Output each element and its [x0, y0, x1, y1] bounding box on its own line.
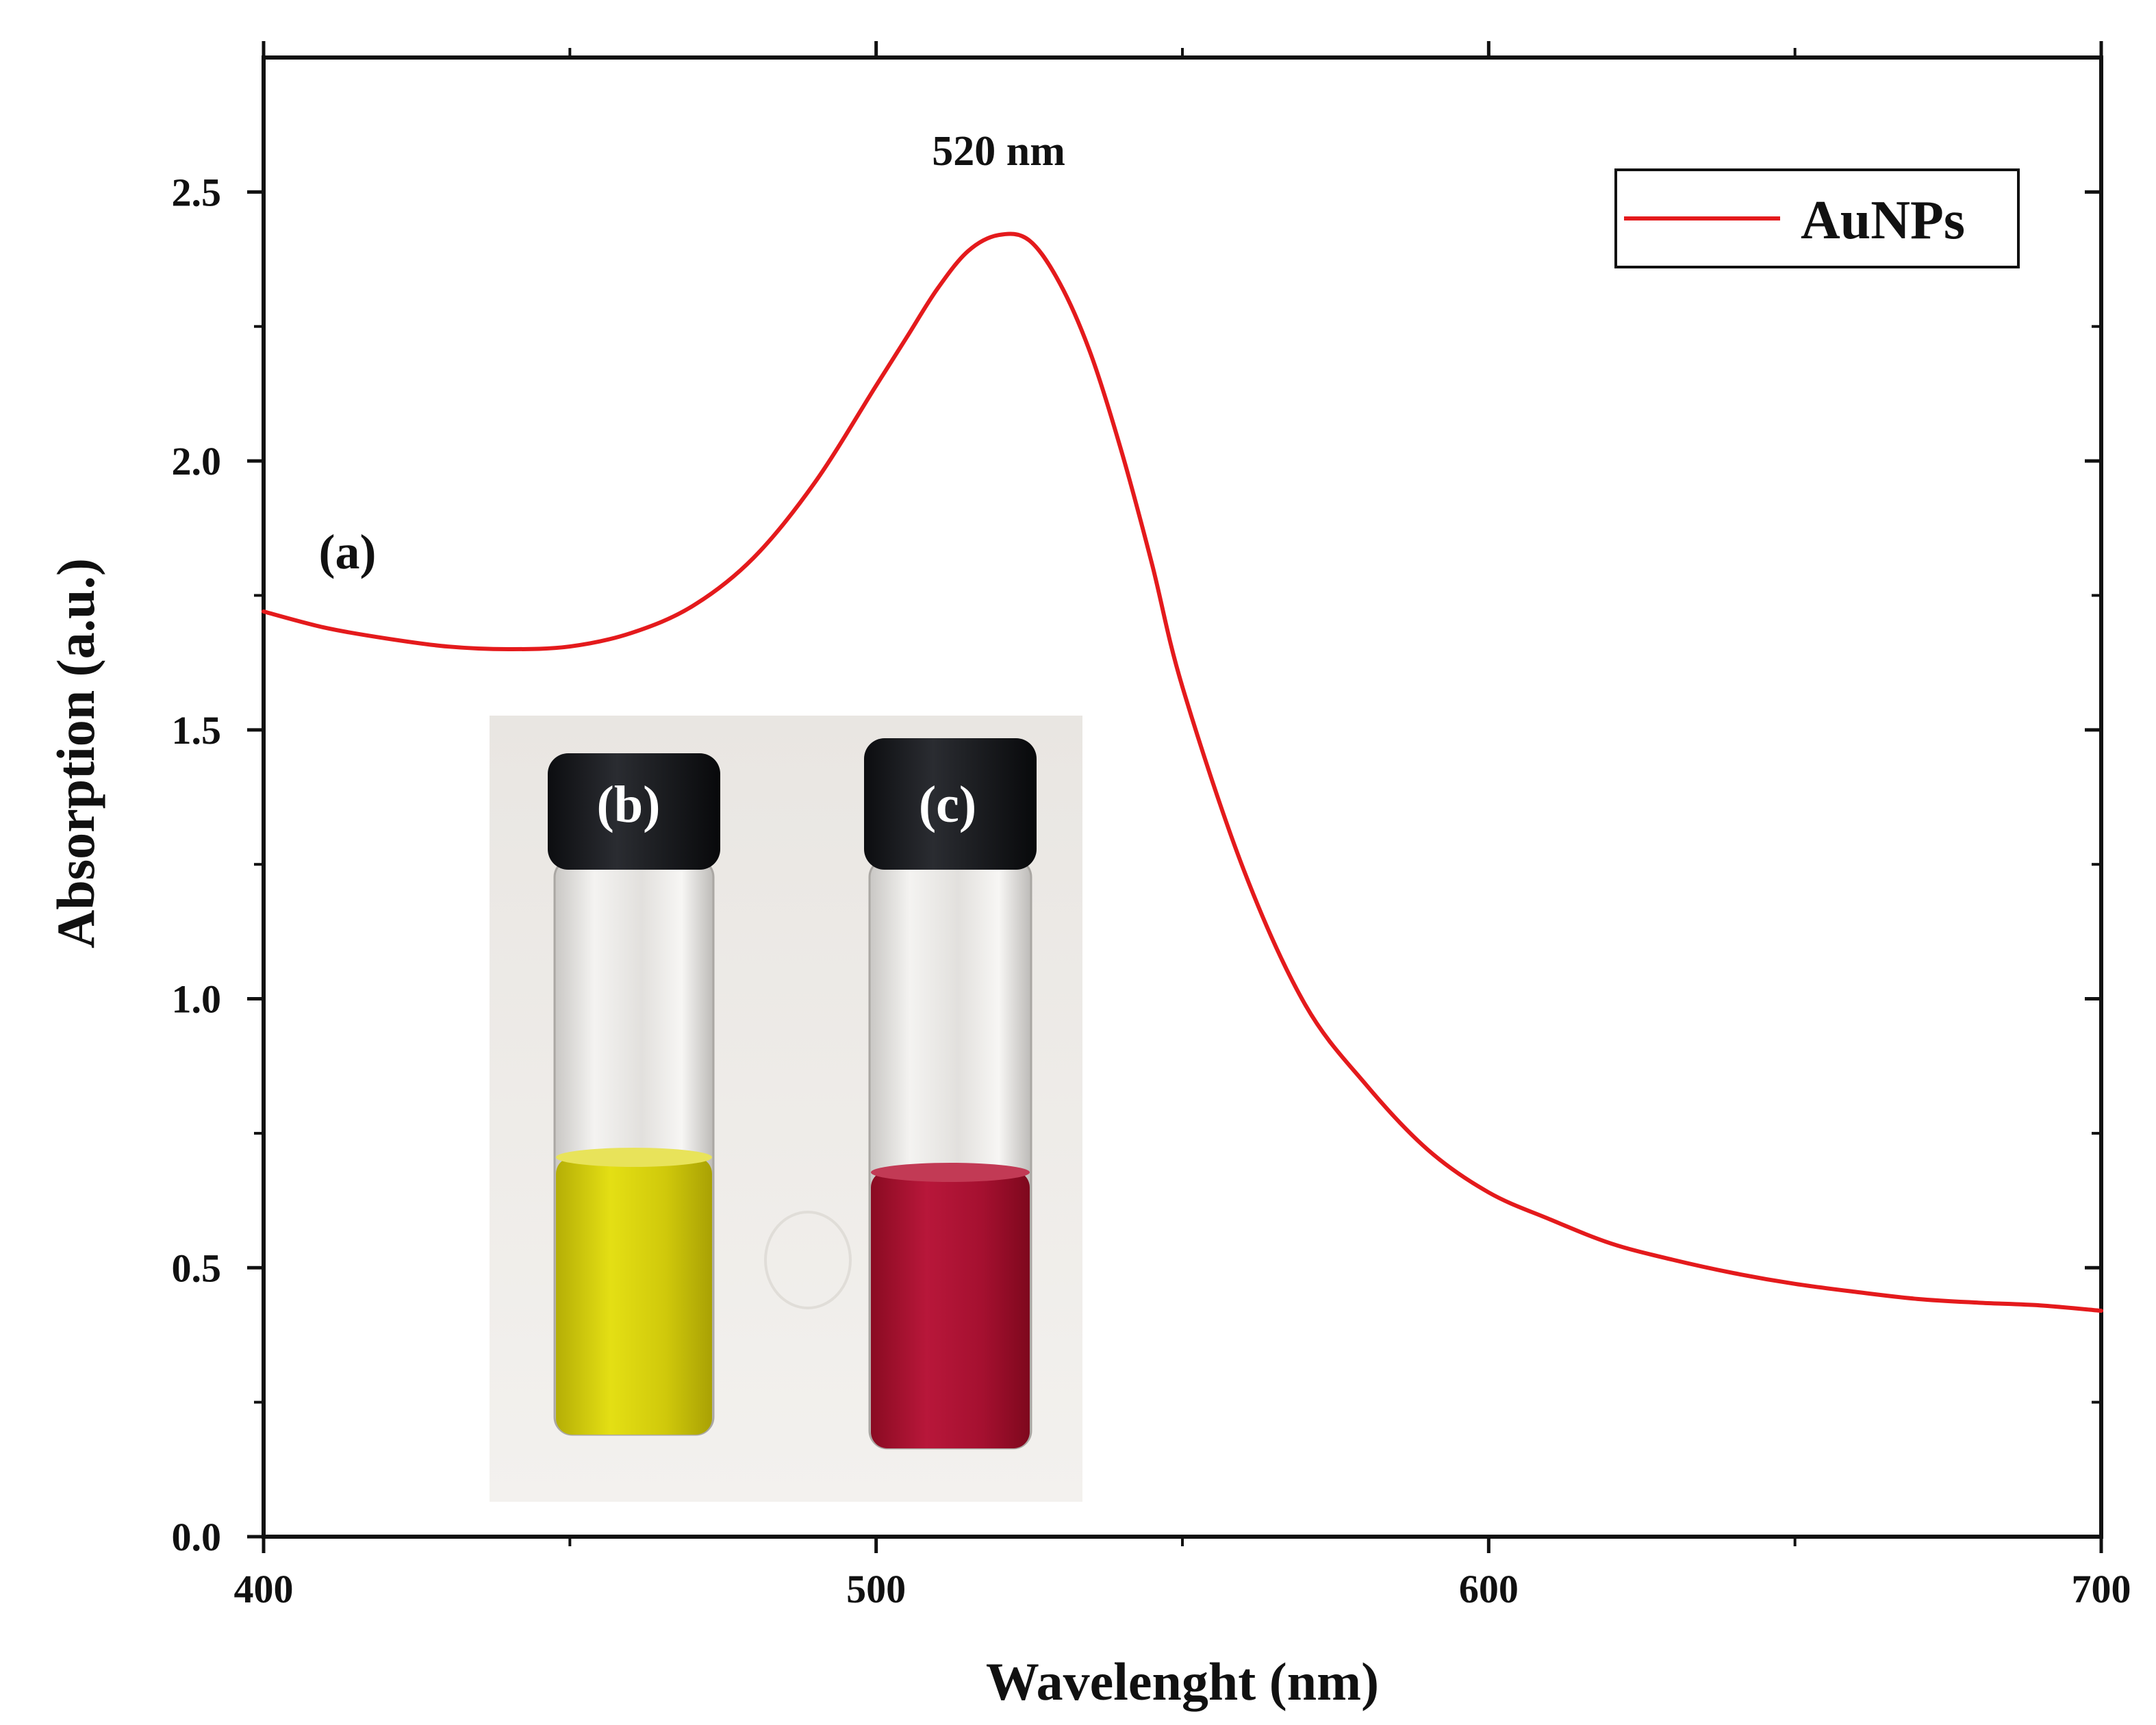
x-tick-label: 500 [846, 1567, 906, 1611]
vial-b-label: (b) [597, 776, 661, 833]
panel-a-label: (a) [319, 525, 377, 579]
background-texture [764, 1211, 852, 1309]
vial-b-meniscus [556, 1148, 712, 1167]
vial-c-cap [864, 738, 1037, 870]
vial-c-liquid [871, 1171, 1030, 1448]
legend: AuNPs [1614, 168, 2020, 268]
peak-annotation: 520 nm [932, 128, 1065, 175]
series-line-aunps [262, 231, 2103, 1313]
vial-c-label: (c) [919, 776, 976, 833]
inset-photo: (b) (c) [490, 716, 1082, 1502]
vial-c-meniscus [871, 1163, 1030, 1182]
x-tick-label: 700 [2072, 1567, 2131, 1611]
vial-c: (c) [864, 738, 1037, 1450]
y-axis-title: Absorption (a.u.) [46, 558, 105, 948]
x-tick-label: 600 [1459, 1567, 1519, 1611]
vial-b-liquid [556, 1157, 712, 1435]
axis-tick-labels: 400 500 600 700 0.0 0.5 1.0 1.5 2.0 2.5 [172, 170, 2131, 1611]
y-tick-label: 2.0 [172, 439, 222, 483]
x-axis-title: Wavelenght (nm) [986, 1652, 1379, 1711]
y-tick-label: 1.0 [172, 977, 222, 1022]
legend-label-aunps: AuNPs [1801, 190, 1965, 251]
axis-ticks [247, 41, 2103, 1553]
y-tick-label: 0.0 [172, 1515, 222, 1559]
y-tick-label: 0.5 [172, 1246, 222, 1290]
vial-b: (b) [548, 753, 720, 1436]
y-tick-label: 2.5 [172, 170, 222, 214]
x-tick-label: 400 [234, 1567, 294, 1611]
vial-b-cap [548, 753, 720, 870]
y-tick-label: 1.5 [172, 708, 222, 753]
